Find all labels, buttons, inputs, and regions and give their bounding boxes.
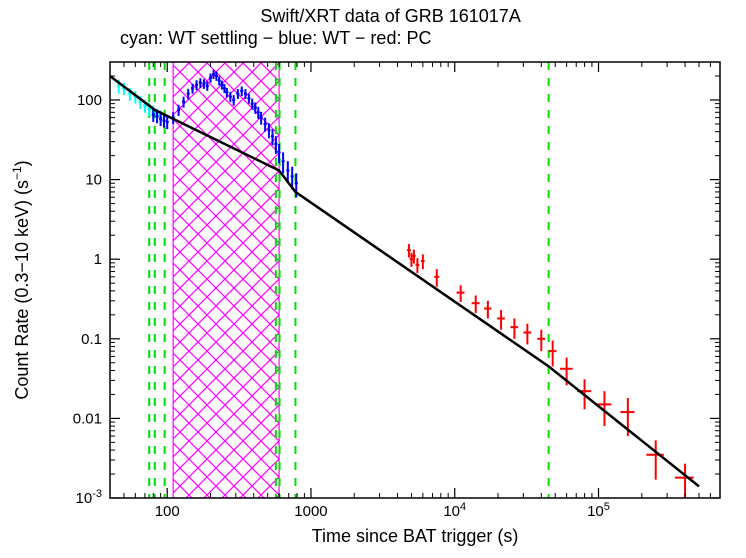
tick-label: 1000: [294, 503, 327, 520]
y-axis-label: Count Rate (0.3−10 keV) (s−1): [10, 160, 32, 399]
x-axis-label: Time since BAT trigger (s): [312, 526, 519, 546]
tick-label: 10: [85, 172, 102, 189]
tick-label: 100: [155, 503, 180, 520]
tick-label: 100: [77, 92, 102, 109]
chart-subtitle: cyan: WT settling − blue: WT − red: PC: [120, 28, 431, 48]
tick-label: 0.1: [81, 331, 102, 348]
tick-label: 1: [94, 251, 102, 268]
lightcurve-chart: 100100010410510-30.010.1110100Swift/XRT …: [0, 0, 746, 558]
tick-label: 0.01: [73, 410, 102, 427]
chart-title: Swift/XRT data of GRB 161017A: [260, 6, 520, 26]
chart-container: 100100010410510-30.010.1110100Swift/XRT …: [0, 0, 746, 558]
